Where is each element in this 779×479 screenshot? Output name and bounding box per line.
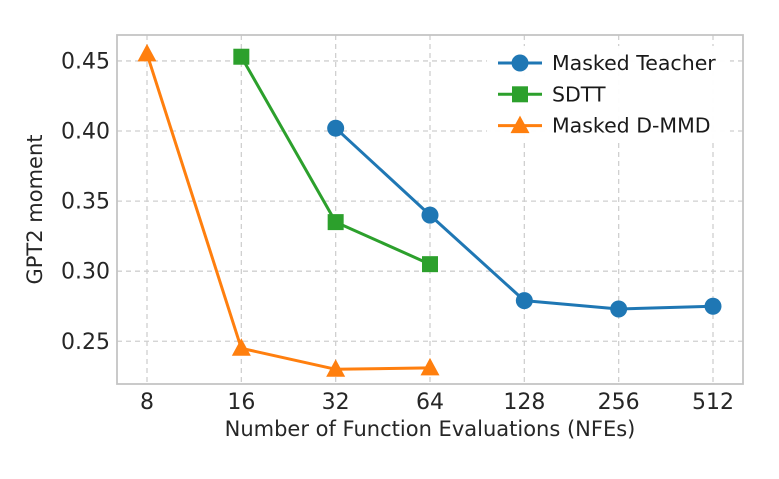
- x-tick-label: 64: [416, 390, 444, 415]
- data-point-masked-d-mmd: [231, 338, 251, 356]
- legend-label: Masked Teacher: [552, 51, 716, 75]
- series-masked-teacher: [327, 119, 722, 318]
- x-tick-label: 128: [503, 390, 545, 415]
- x-axis-label: Number of Function Evaluations (NFEs): [225, 417, 636, 441]
- data-point-masked-teacher: [421, 206, 439, 224]
- data-point-masked-teacher: [515, 292, 533, 310]
- legend-label: Masked D-MMD: [552, 114, 711, 138]
- data-point-masked-d-mmd: [420, 357, 440, 376]
- data-point-masked-d-mmd: [137, 43, 157, 62]
- data-point-masked-d-mmd: [326, 359, 346, 377]
- y-tick-label: 0.25: [61, 330, 110, 355]
- series-line-masked-d-mmd: [145, 52, 432, 371]
- square-marker-icon: [512, 86, 528, 103]
- data-point-sdtt: [422, 256, 438, 273]
- circle-marker-icon: [511, 54, 529, 72]
- tick-labels: 0.25 0.30 0.35 0.40 0.45 8 16 32 64 128 256 512: [61, 49, 734, 415]
- y-tick-label: 0.35: [61, 190, 110, 215]
- legend-label: SDTT: [552, 82, 606, 106]
- x-tick-label: 512: [692, 390, 734, 415]
- y-tick-label: 0.30: [61, 260, 110, 285]
- series-masked-d-mmd: [137, 43, 440, 377]
- data-point-sdtt: [233, 48, 250, 65]
- y-axis-label: GPT2 moment: [23, 134, 47, 284]
- y-tick-label: 0.40: [61, 120, 110, 145]
- y-tick-label: 0.45: [61, 49, 110, 74]
- axes-frame: [116, 34, 744, 385]
- data-point-masked-teacher: [327, 119, 345, 137]
- triangle-marker-icon: [510, 115, 530, 134]
- x-tick-label: 32: [322, 390, 350, 415]
- x-tick-label: 16: [227, 390, 255, 415]
- x-tick-label: 8: [140, 390, 154, 415]
- legend-item-masked-d-mmd: Masked D-MMD: [498, 114, 711, 138]
- data-point-masked-teacher: [610, 300, 628, 318]
- legend: Masked Teacher SDTT Masked D-MMD: [487, 46, 730, 141]
- legend-item-masked-teacher: Masked Teacher: [498, 51, 716, 75]
- x-tick-label: 256: [598, 390, 640, 415]
- legend-item-sdtt: SDTT: [498, 82, 606, 106]
- data-point-sdtt: [327, 214, 344, 231]
- series-sdtt: [233, 48, 438, 273]
- data-point-masked-teacher: [704, 297, 722, 315]
